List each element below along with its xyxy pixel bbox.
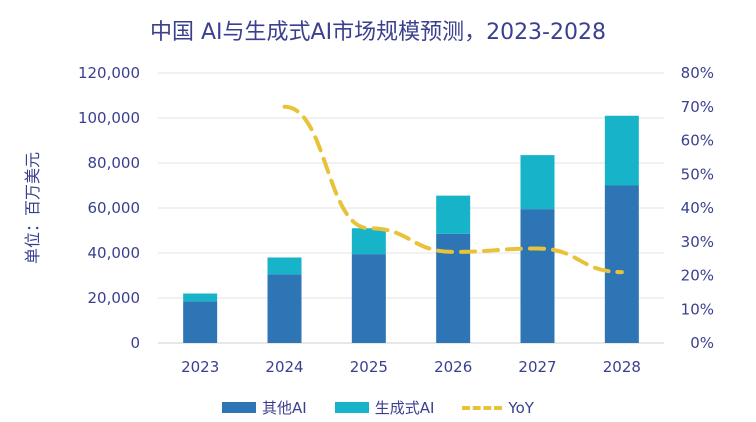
legend-swatch-genai — [334, 402, 369, 413]
bar-other-ai — [267, 274, 302, 343]
y-right-tick-label: 20% — [681, 267, 714, 285]
legend-swatch-yoy — [462, 405, 503, 410]
bar-genai — [520, 155, 555, 210]
y-left-tick-label: 0 — [130, 334, 140, 352]
x-tick-label: 2028 — [603, 358, 641, 376]
y-left-tick-label: 20,000 — [88, 289, 141, 307]
x-tick-label: 2027 — [518, 358, 556, 376]
bar-genai — [267, 257, 302, 275]
y-left-tick-label: 100,000 — [78, 109, 140, 127]
bar-other-ai — [351, 254, 386, 343]
x-tick-label: 2023 — [181, 358, 219, 376]
y-right-tick-label: 60% — [681, 132, 714, 150]
legend-item-genai: 生成式AI — [334, 397, 435, 418]
x-tick-label: 2024 — [265, 358, 303, 376]
y-right-tick-label: 50% — [681, 165, 714, 183]
y-right-tick-label: 0% — [690, 334, 714, 352]
y-right-tick-label: 30% — [681, 233, 714, 251]
y-right-tick-label: 70% — [681, 98, 714, 116]
chart-title: 中国 AI与生成式AI市场规模预测，2023-2028 — [150, 20, 606, 45]
bar-genai — [351, 228, 386, 255]
y-left-tick-label: 80,000 — [88, 154, 141, 172]
y-right-tick-label: 40% — [681, 199, 714, 217]
x-tick-label: 2026 — [434, 358, 472, 376]
legend-item-other: 其他AI — [222, 397, 307, 418]
y-left-tick-label: 40,000 — [88, 244, 141, 262]
legend-label-other: 其他AI — [262, 399, 307, 417]
x-tick-label: 2025 — [350, 358, 388, 376]
yoy-line — [282, 104, 624, 275]
bar-genai — [183, 293, 218, 302]
bar-other-ai — [520, 209, 555, 343]
bar-other-ai — [183, 301, 218, 343]
y-left-tick-label: 120,000 — [78, 64, 140, 82]
legend-label-genai: 生成式AI — [374, 399, 435, 417]
bar-other-ai — [604, 185, 639, 343]
y-right-tick-label: 10% — [681, 300, 714, 318]
legend-item-yoy: YoY — [462, 399, 534, 417]
legend-label-yoy: YoY — [508, 398, 534, 417]
y-left-tick-label: 60,000 — [88, 199, 141, 217]
legend: 其他AI 生成式AI YoY — [0, 397, 756, 418]
legend-swatch-other — [222, 402, 257, 413]
bar-genai — [436, 195, 471, 234]
bar-genai — [604, 115, 639, 186]
y-right-tick-label: 80% — [681, 64, 714, 82]
